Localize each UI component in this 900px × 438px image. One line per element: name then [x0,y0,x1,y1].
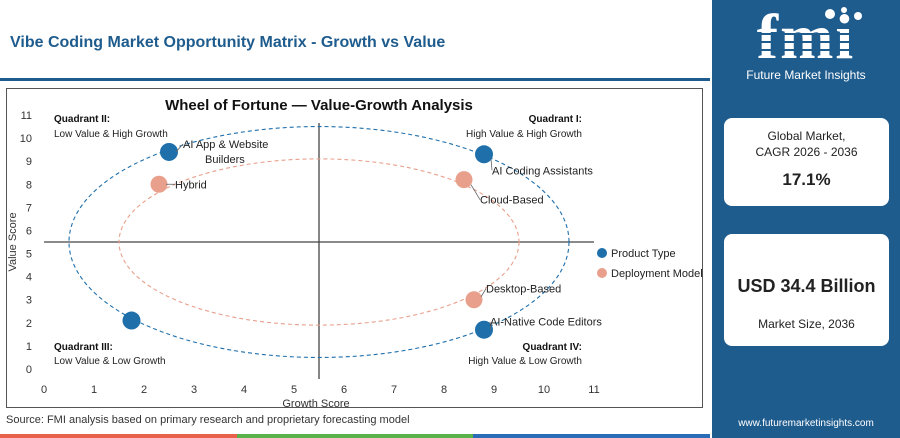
footer-strip-red [0,434,237,438]
product-type-point [122,311,141,330]
legend-marker [597,248,607,258]
x-tick-label: 1 [91,384,97,396]
y-tick-label: 6 [26,225,32,237]
brand-name: Future Market Insights [746,68,866,82]
point-label: Cloud-Based [480,195,544,207]
deployment-model-point [465,291,483,309]
point-label: AI-Native Code Editors [490,317,602,329]
x-tick-label: 3 [191,384,197,396]
legend-label: Deployment Model [611,268,703,280]
x-tick-label: 10 [538,384,550,396]
cagr-label: Global Market, CAGR 2026 - 2036 [755,129,858,159]
quadrant-q3-title: Quadrant III: [54,342,113,353]
x-tick-label: 9 [491,384,497,396]
x-tick-label: 11 [588,384,599,396]
quadrant-q2-subtitle: Low Value & High Growth [54,129,168,140]
y-tick-label: 10 [20,133,32,145]
label-leader-line [490,159,493,171]
point-label: Builders [205,154,245,166]
market-size-value: USD 34.4 Billion [737,276,876,296]
market-size-label: Market Size, 2036 [758,317,855,331]
y-tick-label: 1 [26,341,32,353]
cagr-value: 17.1% [782,170,831,189]
quadrant-q2-title: Quadrant II: [54,114,110,125]
point-label: Hybrid [175,179,207,191]
x-tick-label: 0 [41,384,47,396]
deployment-model-point [150,175,168,193]
x-tick-label: 8 [441,384,447,396]
point-label: AI App & Website [183,139,268,151]
ellipse-deployment-model [118,158,520,326]
label-leader-line [489,321,492,330]
label-leader-line [480,288,487,297]
page-title: Vibe Coding Market Opportunity Matrix - … [10,34,446,51]
point-label: Desktop-Based [486,284,561,296]
y-tick-label: 0 [26,364,32,376]
fmi-logo: fmi [752,1,862,72]
chart-frame [6,88,703,408]
x-axis-label: Growth Score [282,398,349,410]
y-tick-label: 9 [26,156,32,168]
y-tick-label: 8 [26,179,32,191]
title-divider [0,78,710,81]
x-tick-label: 5 [291,384,297,396]
label-leader-line [470,184,481,200]
footer-strip-green [236,434,474,438]
quadrant-q3-subtitle: Low Value & Low Growth [54,356,166,367]
y-tick-label: 5 [26,249,32,261]
legend-label: Product Type [611,248,676,260]
point-label: AI Coding Assistants [492,165,593,177]
y-tick-label: 3 [26,295,32,307]
footer-color-strip [0,434,711,438]
product-type-point [475,320,493,339]
quadrant-q1-title: Quadrant I: [529,114,582,125]
x-tick-label: 7 [391,384,397,396]
y-tick-label: 7 [26,202,32,214]
source-note: Source: FMI analysis based on primary re… [6,414,410,426]
x-tick-label: 6 [341,384,347,396]
y-tick-label: 2 [26,318,32,330]
product-type-point [160,142,178,161]
opportunity-matrix-chart: Wheel of Fortune — Value-Growth Analysis… [7,97,703,410]
product-type-point [475,145,493,164]
deployment-model-point [455,171,473,189]
quadrant-q1-subtitle: High Value & High Growth [466,129,582,140]
quadrant-q4-subtitle: High Value & Low Growth [468,356,582,367]
stats-panel: fmi Future Market Insights Global Market… [712,0,900,438]
footer-strip-blue [473,434,711,438]
svg-text:fmi: fmi [757,1,855,72]
y-axis-label: Value Score [7,212,19,271]
y-tick-label: 11 [21,110,32,122]
chart-title: Wheel of Fortune — Value-Growth Analysis [165,97,473,114]
website-link[interactable]: www.futuremarketinsights.com [738,418,874,429]
x-tick-label: 2 [141,384,147,396]
market-size-card: USD 34.4 Billion Market Size, 2036 [724,234,889,346]
label-leader-line [175,143,184,153]
legend-marker [597,268,607,278]
x-tick-label: 4 [241,384,247,396]
ellipse-product-type [68,125,570,359]
y-tick-label: 4 [26,272,32,284]
quadrant-q4-title: Quadrant IV: [523,342,582,353]
cagr-card: Global Market, CAGR 2026 - 2036 17.1% [724,118,889,206]
